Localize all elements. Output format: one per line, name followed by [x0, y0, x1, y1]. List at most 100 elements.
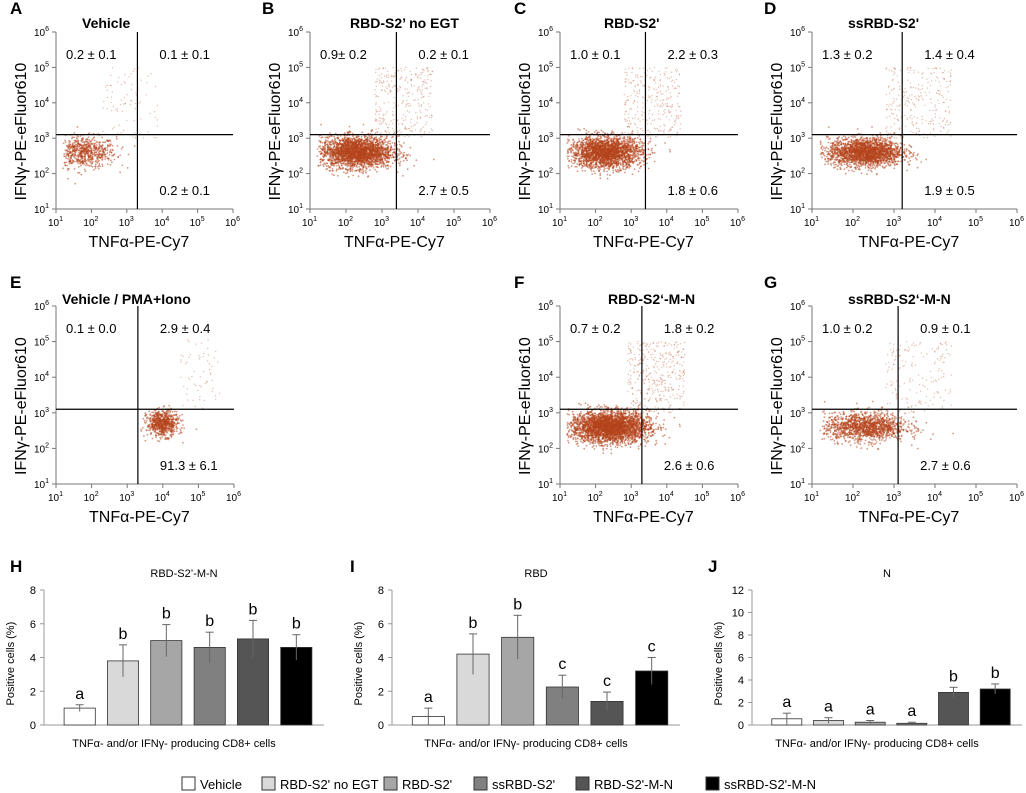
y-axis-title: IFNγ-PE-eFluor610 [13, 337, 30, 475]
y-tick-label: 101 [538, 203, 553, 216]
y-tick-label: 8 [738, 630, 744, 642]
legend-label: RBD-S2' no EGT [280, 777, 379, 792]
y-tick-label: 2 [378, 686, 384, 698]
quadrant-lower-right-value: 1.8 ± 0.6 [667, 183, 718, 198]
quadrant-upper-right-value: 0.1 ± 0.1 [159, 47, 210, 62]
scatter-dots [62, 67, 159, 185]
x-tick-label: 101 [804, 491, 819, 504]
x-tick-label: 102 [845, 216, 860, 229]
significance-letter: a [424, 689, 433, 706]
legend-swatch [181, 776, 196, 791]
quadrant-lower-right-value: 2.7 ± 0.5 [418, 183, 469, 198]
y-tick-label: 102 [34, 442, 49, 455]
bar [938, 692, 969, 726]
panel-letter: D [764, 0, 776, 18]
x-tick-label: 101 [48, 491, 63, 504]
panel-title: RBD-S2’-M-N [150, 568, 217, 580]
y-tick-label: 102 [790, 168, 805, 181]
quadrant-upper-left-value: 1.3 ± 0.2 [822, 47, 873, 62]
x-tick-label: 105 [446, 216, 461, 229]
y-tick-label: 105 [790, 61, 805, 74]
legend-swatch [473, 776, 488, 791]
x-tick-label: 105 [694, 216, 709, 229]
significance-letter: c [603, 673, 611, 690]
y-tick-label: 103 [538, 132, 553, 145]
panel-title: Vehicle [82, 15, 130, 31]
significance-letter: a [75, 686, 84, 703]
y-tick-label: 10 [732, 608, 744, 620]
y-tick-label: 106 [790, 300, 805, 313]
y-tick-label: 4 [738, 675, 744, 687]
legend-swatch [575, 776, 590, 791]
y-tick-label: 6 [30, 619, 36, 631]
y-tick-label: 102 [538, 442, 553, 455]
y-tick-label: 2 [30, 686, 36, 698]
y-tick-label: 105 [288, 61, 303, 74]
legend: Vehicle RBD-S2' no EGT RBD-S2' ssRBD-S2' RBD… [181, 776, 816, 792]
y-tick-label: 4 [30, 653, 36, 665]
y-tick-label: 103 [34, 132, 49, 145]
quadrant-lower-right-value: 1.9 ± 0.5 [924, 183, 975, 198]
x-axis-title: TNFα-PE-Cy7 [89, 509, 190, 526]
y-tick-label: 101 [288, 203, 303, 216]
y-axis-title: IFNγ-PE-eFluor610 [517, 337, 534, 475]
y-tick-label: 101 [34, 203, 49, 216]
legend-swatch [383, 776, 398, 791]
y-tick-label: 102 [538, 168, 553, 181]
quadrant-lower-right-value: 91.3 ± 6.1 [160, 458, 218, 473]
x-tick-label: 102 [338, 216, 353, 229]
x-tick-label: 105 [968, 491, 983, 504]
quadrant-upper-left-value: 0.1 ± 0.0 [66, 321, 117, 336]
x-tick-label: 105 [190, 491, 205, 504]
bar [456, 653, 490, 726]
y-tick-label: 101 [790, 478, 805, 491]
quadrant-lower-right-value: 2.7 ± 0.6 [920, 458, 971, 473]
x-tick-label: 103 [623, 491, 638, 504]
x-tick-label: 104 [659, 491, 674, 504]
y-tick-label: 0 [378, 720, 384, 732]
significance-letter: a [866, 702, 875, 719]
y-axis-title: Positive cells (%) [5, 622, 17, 706]
significance-letter: b [991, 665, 1000, 682]
x-axis-title: TNFα- and/or IFNγ- producing CD8+ cells [775, 738, 979, 750]
x-tick-label: 103 [119, 491, 134, 504]
x-tick-label: 101 [48, 216, 63, 229]
quadrant-upper-right-value: 1.4 ± 0.4 [924, 47, 975, 62]
x-tick-label: 101 [552, 216, 567, 229]
y-tick-label: 4 [378, 653, 384, 665]
panel-title: ssRBD-S2' [848, 15, 919, 31]
y-axis-title: IFNγ-PE-eFluor610 [13, 63, 30, 201]
quadrant-upper-right-value: 2.2 ± 0.3 [667, 47, 718, 62]
panel-letter: E [10, 273, 21, 292]
scatter-dots [140, 339, 221, 444]
y-tick-label: 0 [30, 720, 36, 732]
panel-title: RBD-S2' [604, 15, 659, 31]
panel-title: ssRBD-S2‘-M-N [848, 291, 951, 307]
significance-letter: b [292, 616, 301, 633]
x-axis-title: TNFα-PE-Cy7 [859, 509, 960, 526]
y-axis-title: IFNγ-PE-eFluor610 [769, 63, 786, 201]
x-axis-title: TNFα- and/or IFNγ- producing CD8+ cells [72, 738, 276, 750]
y-axis-title: IFNγ-PE-eFluor610 [769, 337, 786, 475]
bar-panel-i: I RBD 0 2 4 6 8 Positive cells (%) TNFα- and/or … [350, 557, 680, 750]
x-tick-label: 102 [588, 491, 603, 504]
scatter-dots [819, 67, 952, 176]
y-tick-label: 102 [790, 442, 805, 455]
x-tick-label: 104 [927, 216, 942, 229]
x-axis-title: TNFα-PE-Cy7 [89, 234, 190, 251]
y-tick-label: 103 [790, 407, 805, 420]
y-tick-label: 103 [790, 132, 805, 145]
y-tick-label: 106 [34, 300, 49, 313]
significance-letter: b [119, 626, 128, 643]
scatter-dots [566, 340, 686, 455]
quadrant-upper-left-value: 1.0 ± 0.2 [822, 321, 873, 336]
x-tick-label: 106 [482, 216, 497, 229]
x-axis-title: TNFα-PE-Cy7 [344, 234, 445, 251]
y-tick-label: 101 [34, 478, 49, 491]
x-tick-label: 103 [886, 491, 901, 504]
panel-letter: C [514, 0, 526, 18]
y-tick-label: 103 [288, 132, 303, 145]
